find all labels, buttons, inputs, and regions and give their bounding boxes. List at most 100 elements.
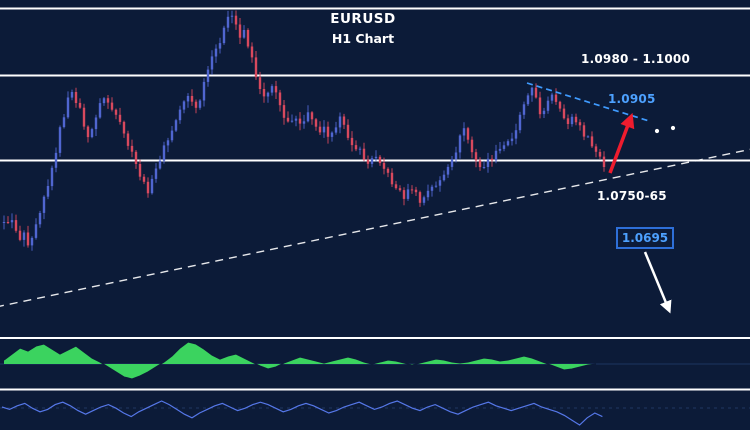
candle-body: [62, 117, 66, 128]
candle-body: [66, 97, 70, 118]
candle-body: [594, 146, 598, 152]
candle-body: [390, 172, 394, 185]
oscillator-panel: [3, 341, 597, 380]
candle-body: [114, 109, 118, 115]
momentum-panel: [1, 400, 603, 426]
candle-body: [154, 168, 158, 179]
candle-body: [470, 139, 474, 153]
candle-body: [242, 30, 246, 38]
candle-body: [482, 167, 486, 168]
candle-body: [94, 117, 98, 130]
candle-body: [398, 188, 402, 191]
candle-body: [494, 150, 498, 161]
ascending-dashed-trendline: [0, 148, 750, 307]
candle-body: [582, 125, 586, 137]
candle-body: [598, 151, 602, 157]
candle-body: [534, 87, 538, 98]
candle-body: [90, 129, 94, 138]
candle-body: [558, 101, 562, 109]
candle-body: [486, 158, 490, 167]
candle-body: [386, 168, 390, 173]
candle-body: [318, 126, 322, 133]
candle-body: [502, 145, 506, 149]
candle-body: [182, 101, 186, 110]
candle-body: [554, 94, 558, 102]
candle-body: [214, 48, 218, 57]
candle-body: [294, 118, 298, 121]
candle-body: [258, 77, 262, 89]
candle-body: [430, 186, 434, 191]
candle-body: [46, 186, 50, 197]
candle-body: [118, 114, 122, 122]
candle-body: [530, 87, 534, 96]
candle-body: [22, 232, 26, 240]
candle-body: [522, 104, 526, 115]
candle-body: [106, 98, 110, 103]
candle-body: [602, 156, 606, 167]
candle-body: [438, 180, 442, 186]
candle-body: [450, 159, 454, 167]
downside-target-box: 1.0695: [616, 227, 674, 249]
candle-body: [410, 189, 414, 191]
candle-body: [346, 124, 350, 138]
candle-body: [262, 89, 266, 97]
candle-body: [406, 189, 410, 199]
white-down-arrow: [643, 251, 672, 314]
candle-body: [222, 27, 226, 44]
candle-body: [50, 167, 54, 187]
candle-body: [170, 130, 174, 141]
candle-body: [278, 92, 282, 106]
candle-body: [286, 117, 290, 122]
candle-body: [338, 116, 342, 128]
candle-body: [54, 152, 58, 168]
candle-body: [350, 137, 354, 146]
candle-body: [246, 30, 250, 47]
candle-body: [322, 126, 326, 133]
candle-body: [14, 220, 18, 231]
candle-body: [374, 156, 378, 159]
candle-body: [250, 46, 254, 58]
candle-body: [206, 69, 210, 82]
candle-body: [198, 100, 202, 108]
candle-body: [442, 174, 446, 181]
candle-body: [194, 101, 198, 108]
candle-body: [302, 121, 306, 124]
candle-body: [174, 120, 178, 131]
candle-body: [266, 92, 270, 97]
timeframe-subtitle: H1 Chart: [331, 31, 395, 46]
candle-body: [202, 81, 206, 101]
instrument-title: EURUSD: [330, 11, 396, 27]
candle-body: [366, 159, 370, 164]
candle-body: [518, 114, 522, 131]
candle-body: [562, 108, 566, 119]
candle-body: [578, 122, 582, 126]
candle-body: [314, 119, 318, 127]
candle-body: [102, 98, 106, 104]
candle-body: [306, 112, 310, 122]
candle-body: [590, 136, 594, 147]
candle-body: [146, 181, 150, 194]
candle-body: [126, 133, 130, 146]
candle-body: [422, 197, 426, 203]
candle-body: [478, 160, 482, 168]
oscillator-area: [4, 342, 596, 379]
candle-body: [414, 189, 418, 193]
candle-body: [354, 145, 358, 150]
candle-body: [382, 163, 386, 169]
candle-body: [58, 127, 62, 153]
candle-body: [538, 97, 542, 115]
candle-body: [342, 116, 346, 125]
candle-body: [190, 96, 194, 102]
candle-body: [426, 190, 430, 198]
downside-target-label: 1.0695: [621, 231, 669, 245]
candle-body: [226, 16, 230, 28]
candle-body: [446, 166, 450, 175]
candle-body: [34, 224, 38, 238]
candle-body: [282, 105, 286, 118]
candle-body: [466, 128, 470, 140]
candle-body: [570, 116, 574, 125]
candle-body: [418, 192, 422, 203]
candle-body: [166, 140, 170, 146]
projection-dot: [670, 125, 676, 131]
descending-dashed-trendline: [526, 82, 650, 122]
